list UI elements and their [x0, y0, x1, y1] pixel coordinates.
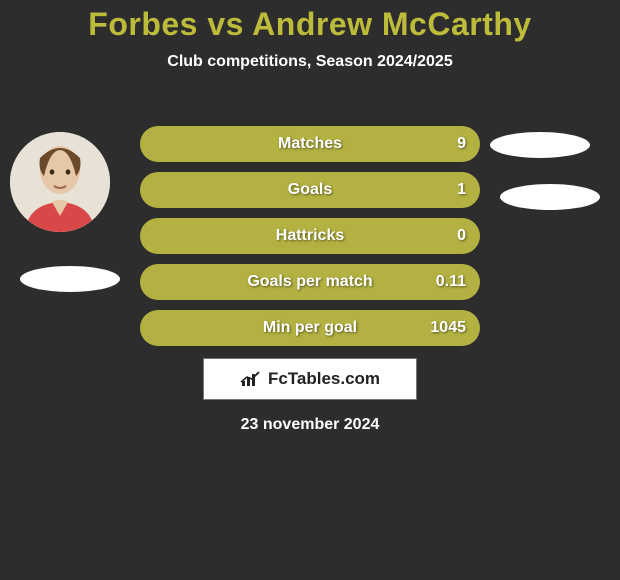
player-right-ellipse-1 — [490, 132, 590, 158]
page-title: Forbes vs Andrew McCarthy — [0, 6, 620, 43]
player-right-ellipse-2 — [500, 184, 600, 210]
bar-chart-icon — [240, 370, 262, 388]
brand-text: FcTables.com — [268, 369, 380, 389]
stat-label: Goals per match — [247, 273, 372, 291]
comparison-card: Forbes vs Andrew McCarthy Club competiti… — [0, 6, 620, 580]
player-left-base-ellipse — [20, 266, 120, 292]
stat-row: Min per goal 1045 — [140, 310, 480, 346]
stat-value: 0.11 — [436, 273, 466, 291]
stat-row: Goals per match 0.11 — [140, 264, 480, 300]
stat-label: Goals — [288, 181, 332, 199]
stat-row: Goals 1 — [140, 172, 480, 208]
stat-value: 1 — [457, 181, 466, 199]
player-left-avatar — [10, 132, 110, 232]
stat-value: 9 — [457, 135, 466, 153]
update-date: 23 november 2024 — [241, 416, 380, 434]
stat-label: Min per goal — [263, 319, 357, 337]
subtitle: Club competitions, Season 2024/2025 — [0, 53, 620, 71]
stat-value: 1045 — [430, 319, 466, 337]
stat-label: Hattricks — [276, 227, 344, 245]
brand-badge[interactable]: FcTables.com — [203, 358, 417, 400]
avatar-placeholder-icon — [10, 132, 110, 232]
stat-row: Hattricks 0 — [140, 218, 480, 254]
stat-value: 0 — [457, 227, 466, 245]
stat-row: Matches 9 — [140, 126, 480, 162]
stats-list: Matches 9 Goals 1 Hattricks 0 Goals per match 0… — [140, 126, 480, 356]
stat-label: Matches — [278, 135, 342, 153]
